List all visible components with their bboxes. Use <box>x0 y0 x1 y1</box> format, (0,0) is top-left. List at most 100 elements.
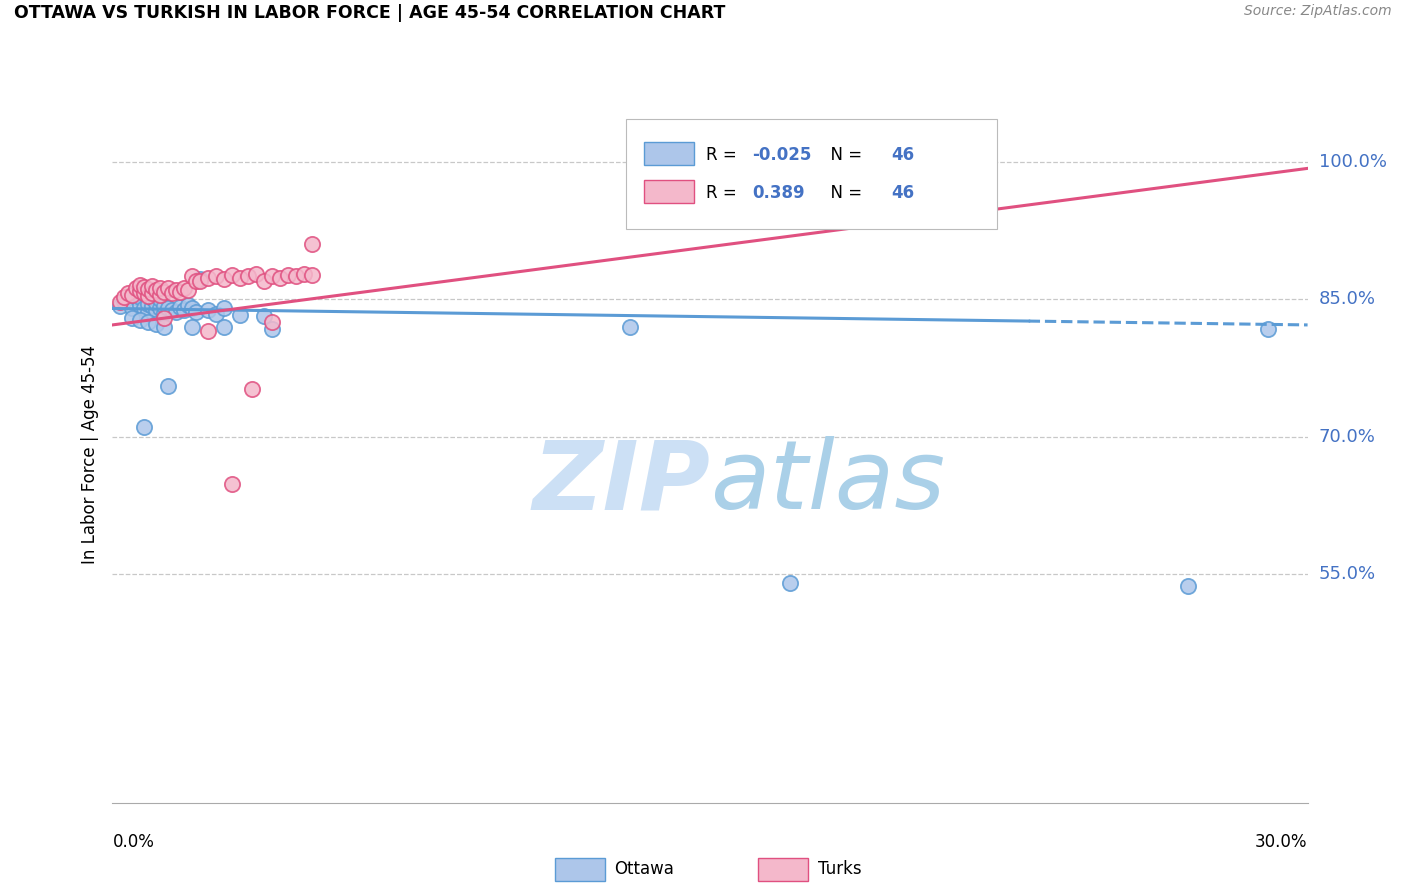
Point <box>114 294 135 309</box>
Point <box>162 285 183 300</box>
Point <box>245 267 267 281</box>
Text: R =: R = <box>706 146 742 164</box>
Point <box>117 285 139 300</box>
Bar <box>554 858 605 880</box>
Point <box>134 301 156 316</box>
Text: N =: N = <box>820 146 868 164</box>
Point <box>129 277 152 292</box>
Point <box>114 290 135 304</box>
Point <box>138 297 160 311</box>
FancyBboxPatch shape <box>626 119 997 229</box>
Bar <box>644 142 695 165</box>
Text: Source: ZipAtlas.com: Source: ZipAtlas.com <box>1244 4 1392 19</box>
Text: ZIP: ZIP <box>531 436 710 529</box>
Point <box>153 306 176 320</box>
Point <box>134 285 156 300</box>
Point <box>619 319 641 334</box>
Point <box>212 319 235 334</box>
Point <box>165 283 187 297</box>
Point <box>197 271 219 285</box>
Point <box>121 310 143 325</box>
Y-axis label: In Labor Force | Age 45-54: In Labor Force | Age 45-54 <box>80 345 98 565</box>
Text: 30.0%: 30.0% <box>1256 833 1308 851</box>
Point <box>125 281 148 295</box>
Text: 100.0%: 100.0% <box>1319 153 1386 171</box>
Point <box>253 309 276 323</box>
Point <box>145 283 167 297</box>
Point <box>173 281 195 295</box>
Point <box>141 279 163 293</box>
Point <box>253 274 276 288</box>
Point <box>229 271 252 285</box>
Point <box>221 268 243 283</box>
Point <box>779 576 801 591</box>
Point <box>129 290 152 304</box>
Point <box>149 281 172 295</box>
Point <box>186 305 208 319</box>
Point <box>260 321 283 335</box>
Point <box>157 301 180 315</box>
Bar <box>758 858 808 880</box>
Point <box>169 285 191 299</box>
Point <box>188 272 211 286</box>
Text: Ottawa: Ottawa <box>614 860 675 878</box>
Point <box>121 301 143 315</box>
Point <box>138 305 160 319</box>
Point <box>153 310 176 325</box>
Point <box>181 301 204 316</box>
Text: 85.0%: 85.0% <box>1319 290 1375 309</box>
Point <box>181 319 204 334</box>
Point <box>157 379 180 393</box>
Point <box>221 477 243 491</box>
Point <box>138 282 160 296</box>
Point <box>153 285 176 299</box>
Point <box>260 315 283 329</box>
Point <box>212 272 235 286</box>
Point <box>145 317 167 331</box>
Point <box>149 287 172 301</box>
Text: OTTAWA VS TURKISH IN LABOR FORCE | AGE 45-54 CORRELATION CHART: OTTAWA VS TURKISH IN LABOR FORCE | AGE 4… <box>14 4 725 22</box>
Point <box>301 237 323 252</box>
Point <box>186 274 208 288</box>
Point <box>141 291 163 305</box>
Point <box>205 307 228 321</box>
Point <box>197 324 219 338</box>
Point <box>129 284 152 298</box>
Text: 46: 46 <box>891 185 915 202</box>
Point <box>134 285 156 300</box>
Point <box>138 288 160 302</box>
Text: 0.389: 0.389 <box>752 185 804 202</box>
Point <box>141 299 163 313</box>
Bar <box>644 180 695 203</box>
Point <box>197 303 219 318</box>
Text: R =: R = <box>706 185 748 202</box>
Point <box>1177 579 1199 593</box>
Point <box>129 313 152 327</box>
Point <box>145 303 167 318</box>
Point <box>129 298 152 312</box>
Point <box>205 269 228 284</box>
Point <box>138 315 160 329</box>
Point <box>236 269 259 284</box>
Point <box>149 301 172 316</box>
Text: 70.0%: 70.0% <box>1319 427 1375 446</box>
Text: 55.0%: 55.0% <box>1319 565 1376 583</box>
Point <box>269 271 291 285</box>
Point <box>134 420 156 434</box>
Point <box>181 269 204 284</box>
Point <box>212 301 235 316</box>
Point <box>110 299 132 313</box>
Point <box>162 303 183 318</box>
Point <box>173 303 195 318</box>
Point <box>277 268 299 282</box>
Point <box>125 289 148 303</box>
Point <box>110 295 132 310</box>
Point <box>149 293 172 307</box>
Point <box>153 299 176 313</box>
Point <box>134 280 156 294</box>
Text: Turks: Turks <box>818 860 862 878</box>
Text: atlas: atlas <box>710 436 945 529</box>
Point <box>177 298 200 312</box>
Point <box>165 305 187 319</box>
Point <box>1257 321 1279 335</box>
